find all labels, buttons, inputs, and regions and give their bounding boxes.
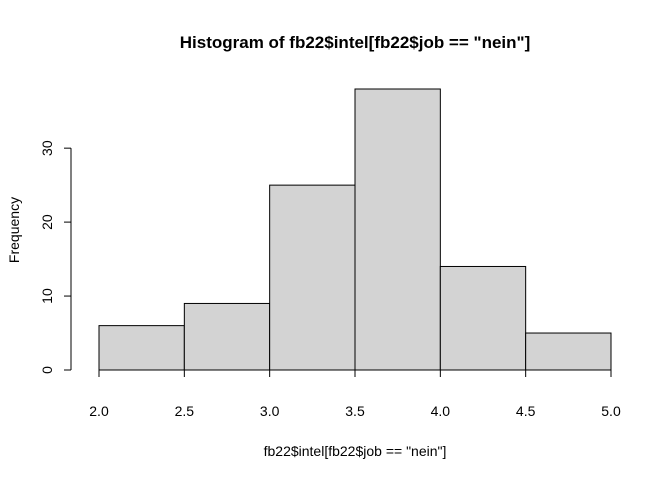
bars-group xyxy=(98,88,612,371)
y-axis-label: Frequency xyxy=(6,197,22,263)
x-tick-label: 5.0 xyxy=(601,403,621,419)
x-axis: 2.0 2.5 3.0 3.5 4.0 4.5 5.0 xyxy=(89,369,621,419)
y-tick-label: 10 xyxy=(39,288,55,304)
x-axis-label: fb22$intel[fb22$job == "nein"] xyxy=(264,443,447,459)
y-tick-label: 30 xyxy=(39,140,55,156)
chart-title: Histogram of fb22$intel[fb22$job == "nei… xyxy=(180,33,531,52)
histogram-bar-1 xyxy=(98,325,185,371)
y-axis: 0 10 20 30 xyxy=(39,140,72,374)
histogram-bar-6 xyxy=(525,332,612,371)
histogram-bar-2 xyxy=(183,302,271,371)
histogram-bar-5 xyxy=(439,265,527,371)
x-tick-label: 4.0 xyxy=(431,403,451,419)
x-tick-label: 3.5 xyxy=(345,403,365,419)
x-tick-label: 3.0 xyxy=(260,403,280,419)
histogram-bar-3 xyxy=(269,184,356,371)
y-tick-label: 0 xyxy=(39,366,55,374)
y-tick-label: 20 xyxy=(39,214,55,230)
histogram-bar-4 xyxy=(354,88,441,371)
x-tick-label: 4.5 xyxy=(516,403,536,419)
x-tick-label: 2.0 xyxy=(89,403,109,419)
x-tick-label: 2.5 xyxy=(175,403,195,419)
